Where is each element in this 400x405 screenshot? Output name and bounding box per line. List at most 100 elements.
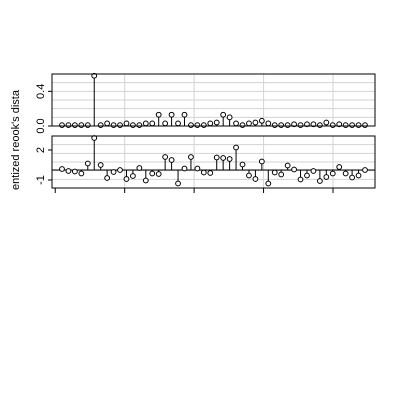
data-point — [265, 180, 272, 187]
data-point — [181, 165, 188, 172]
data-point — [78, 122, 85, 129]
data-point — [355, 122, 362, 129]
data-point — [278, 171, 285, 178]
data-point — [207, 120, 214, 127]
y-axis-label: entized reook's dista — [10, 89, 22, 190]
data-point — [349, 174, 356, 181]
data-point — [220, 111, 227, 118]
data-point — [110, 169, 117, 175]
data-point — [342, 170, 349, 177]
data-point — [188, 154, 194, 160]
data-point — [91, 72, 98, 79]
data-point — [188, 122, 194, 129]
data-point — [142, 177, 149, 184]
data-point — [362, 167, 368, 173]
data-point — [329, 122, 336, 129]
data-point — [316, 178, 323, 184]
data-point — [362, 122, 368, 129]
data-point — [162, 154, 169, 160]
data-point — [349, 122, 356, 129]
data-point — [162, 120, 169, 127]
data-point — [149, 120, 156, 127]
data-point — [304, 172, 310, 179]
data-point — [71, 168, 78, 175]
data-point — [130, 173, 136, 179]
data-point — [136, 122, 143, 129]
data-point — [104, 175, 111, 181]
data-point — [123, 120, 130, 127]
data-point — [104, 120, 111, 127]
data-point — [194, 122, 201, 129]
data-point — [71, 122, 78, 129]
data-point — [136, 165, 143, 171]
data-point — [65, 168, 72, 174]
data-point — [252, 176, 259, 182]
data-point — [110, 122, 117, 129]
data-point — [155, 111, 162, 118]
data-point — [284, 162, 291, 169]
data-point — [336, 164, 343, 170]
data-point — [168, 111, 175, 118]
data-point — [117, 122, 123, 129]
data-point — [278, 122, 285, 129]
data-point — [181, 111, 188, 118]
data-point — [239, 161, 246, 168]
data-point — [78, 170, 85, 177]
data-point — [233, 120, 239, 127]
data-point — [220, 155, 227, 161]
data-point — [59, 166, 65, 172]
data-point — [142, 120, 149, 127]
data-point — [291, 121, 297, 128]
data-point — [284, 122, 291, 129]
data-point — [252, 119, 259, 126]
data-point — [323, 119, 330, 126]
data-point — [123, 176, 130, 182]
y-tick-label: 2 — [35, 147, 47, 153]
data-point — [246, 172, 252, 179]
panel-frame — [51, 73, 376, 127]
data-point — [329, 170, 336, 177]
data-point — [207, 170, 214, 176]
data-point — [200, 169, 207, 176]
data-point — [226, 114, 233, 121]
data-point — [59, 122, 65, 129]
data-point — [316, 122, 323, 129]
cooks-distance-panel: 0.0 0.4 — [35, 72, 376, 134]
data-point — [200, 122, 207, 129]
data-point — [168, 157, 175, 163]
data-point — [194, 165, 201, 172]
x-axis — [54, 188, 334, 193]
data-point — [84, 160, 91, 167]
data-point — [117, 167, 123, 173]
data-point — [97, 122, 104, 129]
data-point — [265, 120, 272, 127]
data-point — [304, 121, 310, 128]
data-point — [310, 121, 317, 128]
data-point — [65, 122, 72, 129]
data-point — [84, 122, 91, 129]
data-point — [271, 169, 278, 176]
y-tick-label: 0.4 — [35, 84, 47, 99]
data-point — [342, 122, 349, 129]
data-point — [258, 117, 265, 124]
data-point — [130, 122, 136, 129]
data-point — [213, 119, 220, 126]
data-point — [149, 170, 156, 177]
data-point — [213, 154, 220, 161]
data-point — [226, 156, 233, 162]
data-point — [97, 162, 104, 168]
residuals-panel: -1 2 — [35, 135, 376, 189]
data-point — [297, 122, 304, 129]
data-point — [310, 168, 317, 174]
data-point — [155, 171, 162, 177]
data-point — [258, 158, 265, 165]
data-point — [271, 122, 278, 129]
panel-frame — [51, 135, 376, 189]
data-point — [246, 120, 252, 127]
data-point — [291, 166, 297, 173]
data-point — [175, 180, 181, 187]
data-point — [336, 121, 343, 128]
data-point — [233, 144, 239, 151]
